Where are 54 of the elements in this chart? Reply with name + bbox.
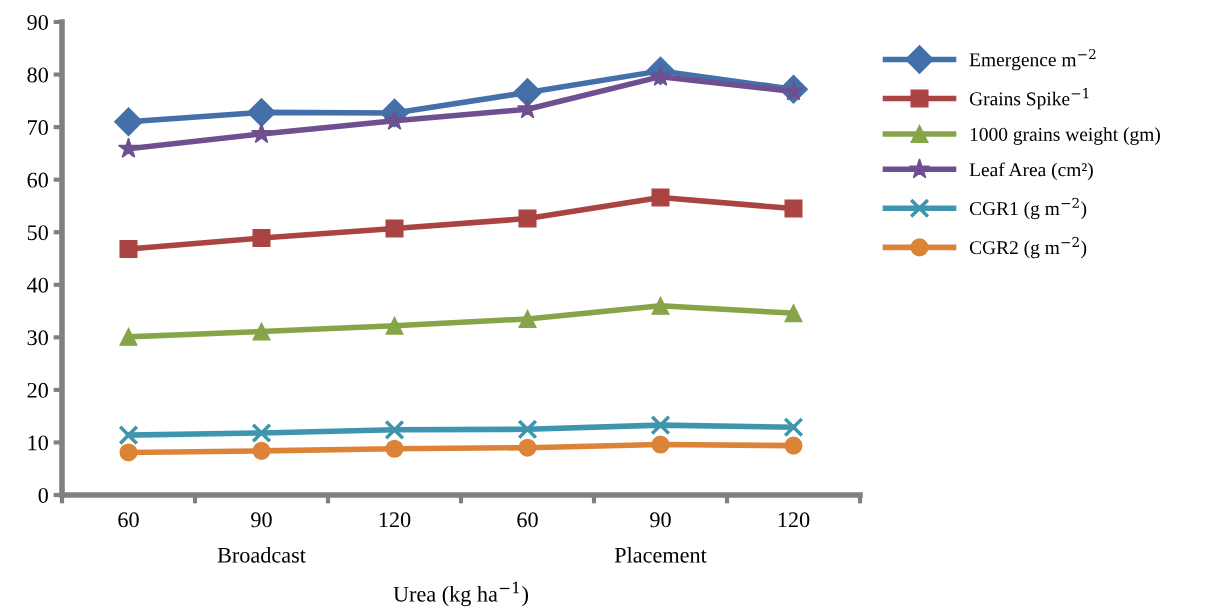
legend-label: CGR2 (g m$^{−2}$) — [969, 236, 1087, 259]
x-tick-label: 120 — [778, 512, 810, 528]
point — [518, 209, 537, 228]
y-tick-label: 50 — [27, 225, 48, 241]
point — [252, 441, 271, 460]
point — [118, 425, 139, 446]
point — [385, 439, 404, 458]
point — [651, 296, 670, 315]
point — [252, 228, 271, 248]
legend-label: CGR1 (g m$^{−2}$) — [969, 197, 1087, 220]
point — [517, 419, 538, 440]
y-tick-label: 60 — [27, 172, 48, 188]
point — [251, 422, 272, 444]
legend-label: Leaf Area (cm²) — [969, 162, 1093, 181]
legend-label: Emergence m$^{−2}$ — [969, 48, 1096, 71]
y-tick-label: 80 — [27, 67, 48, 83]
x-axis-title: Urea (kg ha$^{−1}$) — [393, 581, 529, 607]
point — [784, 436, 803, 455]
point — [119, 443, 138, 462]
y-tick-label: 70 — [28, 120, 48, 136]
point — [385, 316, 404, 335]
x-tick-label: 120 — [379, 512, 411, 528]
point — [651, 188, 670, 207]
y-tick-label: 20 — [27, 382, 48, 398]
point — [252, 322, 271, 341]
legend-label: Grains Spike$^{−1}$ — [969, 88, 1089, 110]
point — [650, 415, 671, 436]
point — [513, 77, 542, 107]
point — [385, 219, 404, 238]
point — [119, 327, 138, 346]
point — [784, 199, 803, 218]
y-tick-label: 40 — [27, 277, 48, 293]
point — [518, 438, 537, 457]
legend-label: 1000 grains weight (gm) — [970, 127, 1160, 145]
point — [114, 107, 143, 137]
y-tick-label: 90 — [27, 14, 48, 30]
x-tick-label: 90 — [650, 512, 671, 528]
y-tick-label: 0 — [38, 487, 48, 503]
point — [117, 137, 140, 158]
text: Broadcast — [217, 547, 306, 563]
point — [518, 309, 537, 328]
point — [119, 240, 138, 259]
point — [784, 304, 803, 323]
x-tick-label: 60 — [118, 512, 139, 528]
point — [250, 122, 273, 144]
point — [384, 419, 405, 440]
x-tick-label: 90 — [251, 512, 272, 528]
point — [783, 417, 804, 438]
y-tick-label: 30 — [27, 330, 48, 346]
text: Placement — [614, 547, 707, 563]
point — [651, 435, 670, 454]
y-tick-label: 10 — [28, 435, 48, 451]
x-tick-label: 60 — [517, 512, 538, 528]
point — [247, 97, 276, 127]
